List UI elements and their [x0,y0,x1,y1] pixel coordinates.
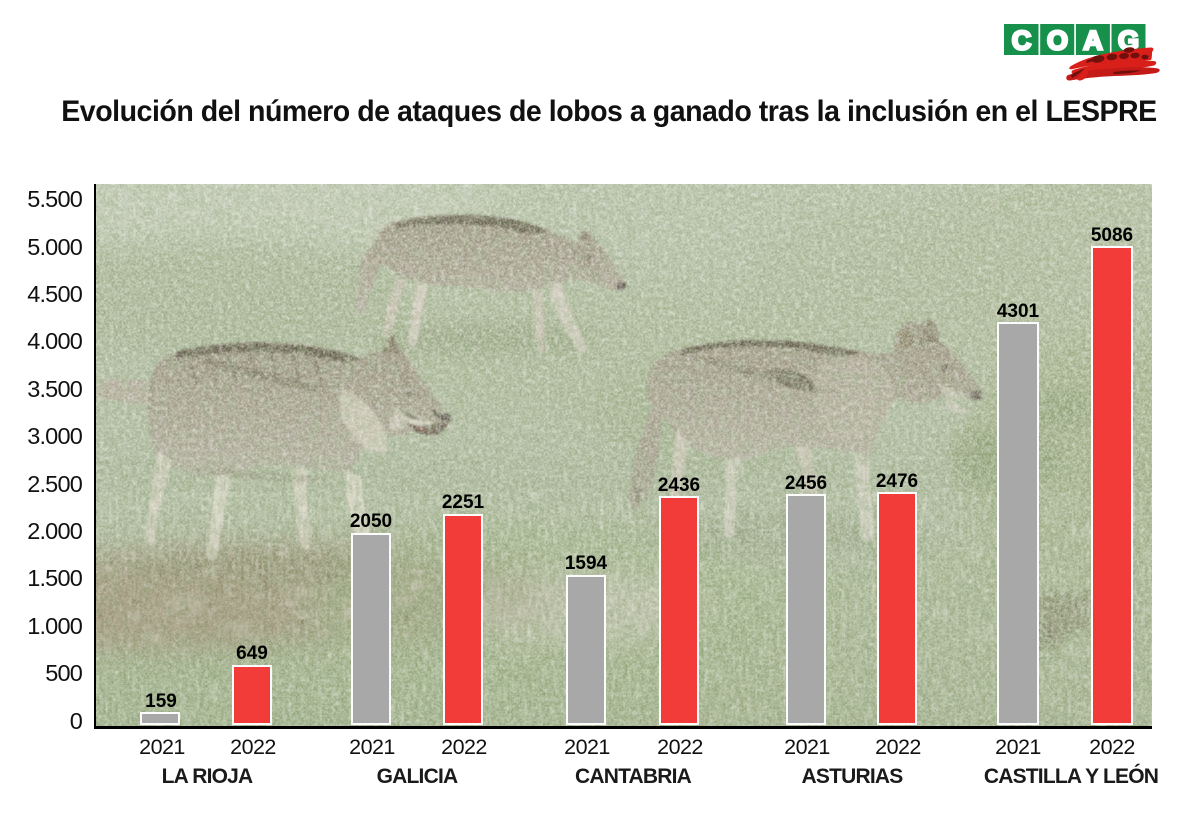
svg-text:O: O [1047,26,1068,56]
svg-text:G: G [1118,26,1139,56]
svg-text:A: A [1083,26,1103,56]
svg-text:C: C [1012,26,1032,56]
